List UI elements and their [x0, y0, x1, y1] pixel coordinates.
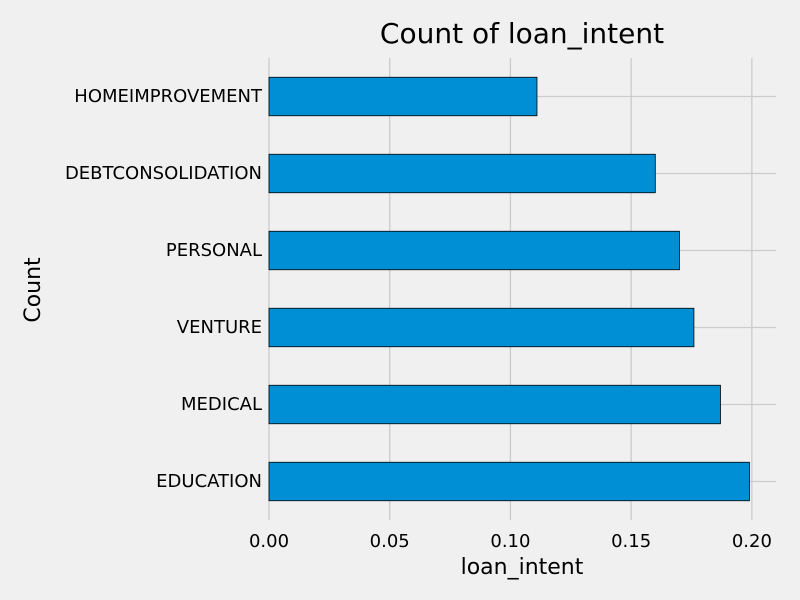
bar-personal [268, 230, 680, 271]
bar-debtconsolidation [268, 153, 656, 194]
bar-venture [268, 307, 695, 348]
bar-homeimprovement [268, 76, 538, 117]
x-tick-label: 0.10 [490, 531, 530, 552]
y-axis-label: Count [21, 257, 46, 323]
bar-education [268, 461, 750, 502]
bar-medical [268, 384, 721, 425]
y-tick-labels: EDUCATION MEDICAL VENTURE PERSONAL DEBTCONSO… [65, 86, 263, 492]
y-tick-label: HOMEIMPROVEMENT [74, 86, 263, 107]
x-tick-label: 0.20 [732, 531, 772, 552]
y-tick-label: VENTURE [177, 317, 262, 338]
x-tick-labels: 0.00 0.05 0.10 0.15 0.20 [249, 531, 772, 552]
chart-title: Count of loan_intent [380, 17, 664, 50]
grid-lines [268, 58, 776, 520]
x-axis-label: loan_intent [461, 555, 584, 580]
bars [268, 76, 750, 502]
y-tick-label: PERSONAL [166, 240, 262, 261]
x-tick-label: 0.00 [249, 531, 289, 552]
x-tick-label: 0.15 [611, 531, 651, 552]
x-tick-label: 0.05 [370, 531, 410, 552]
y-tick-label: DEBTCONSOLIDATION [65, 163, 262, 184]
y-tick-label: EDUCATION [156, 471, 262, 492]
y-tick-label: MEDICAL [181, 394, 262, 415]
